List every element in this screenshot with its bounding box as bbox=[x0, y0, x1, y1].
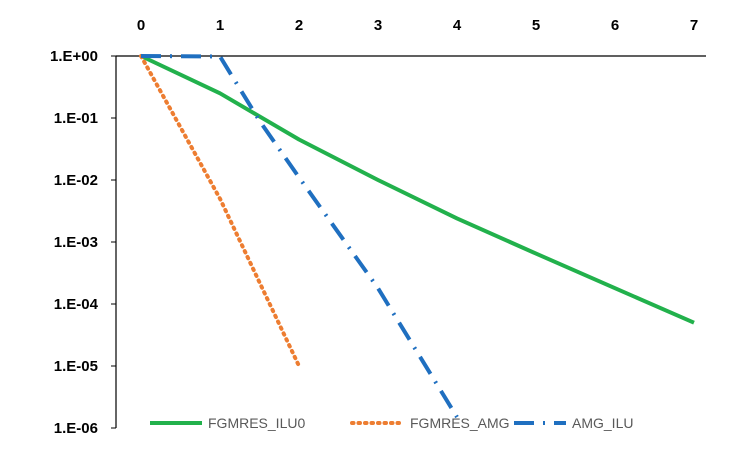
y-tick-label: 1.E-02 bbox=[54, 172, 98, 189]
legend: FGMRES_ILU0 FGMRES_AMG AMG_ILU bbox=[150, 415, 633, 431]
y-tick-label: 1.E-05 bbox=[54, 358, 98, 375]
x-tick-label: 2 bbox=[295, 17, 303, 34]
y-tick-label: 1.E-01 bbox=[54, 110, 98, 127]
legend-label: FGMRES_ILU0 bbox=[208, 415, 305, 431]
x-tick-label: 0 bbox=[137, 17, 145, 34]
series-line-fgmres-ilu0 bbox=[140, 54, 695, 325]
x-tick-label: 6 bbox=[611, 17, 619, 34]
y-tick-label: 1.E+00 bbox=[50, 48, 98, 65]
legend-label: FGMRES_AMG bbox=[410, 415, 510, 431]
series-line-fgmres-amg bbox=[139, 54, 301, 368]
x-tick-label: 1 bbox=[216, 17, 224, 34]
x-tick-label: 3 bbox=[374, 17, 382, 34]
x-tick-labels: 0 1 2 3 4 5 6 7 bbox=[137, 17, 698, 34]
x-tick-label: 5 bbox=[532, 17, 540, 34]
y-tick-labels: 1.E+00 1.E-01 1.E-02 1.E-03 1.E-04 1.E-05 1.E-… bbox=[50, 48, 116, 437]
y-tick-label: 1.E-04 bbox=[54, 296, 99, 313]
y-tick-label: 1.E-06 bbox=[54, 420, 98, 437]
chart-axes bbox=[115, 55, 706, 428]
y-tick-label: 1.E-03 bbox=[54, 234, 98, 251]
series-lines bbox=[139, 54, 695, 419]
x-tick-label: 4 bbox=[453, 17, 462, 34]
x-tick-label: 7 bbox=[690, 17, 698, 34]
legend-label: AMG_ILU bbox=[572, 415, 633, 431]
